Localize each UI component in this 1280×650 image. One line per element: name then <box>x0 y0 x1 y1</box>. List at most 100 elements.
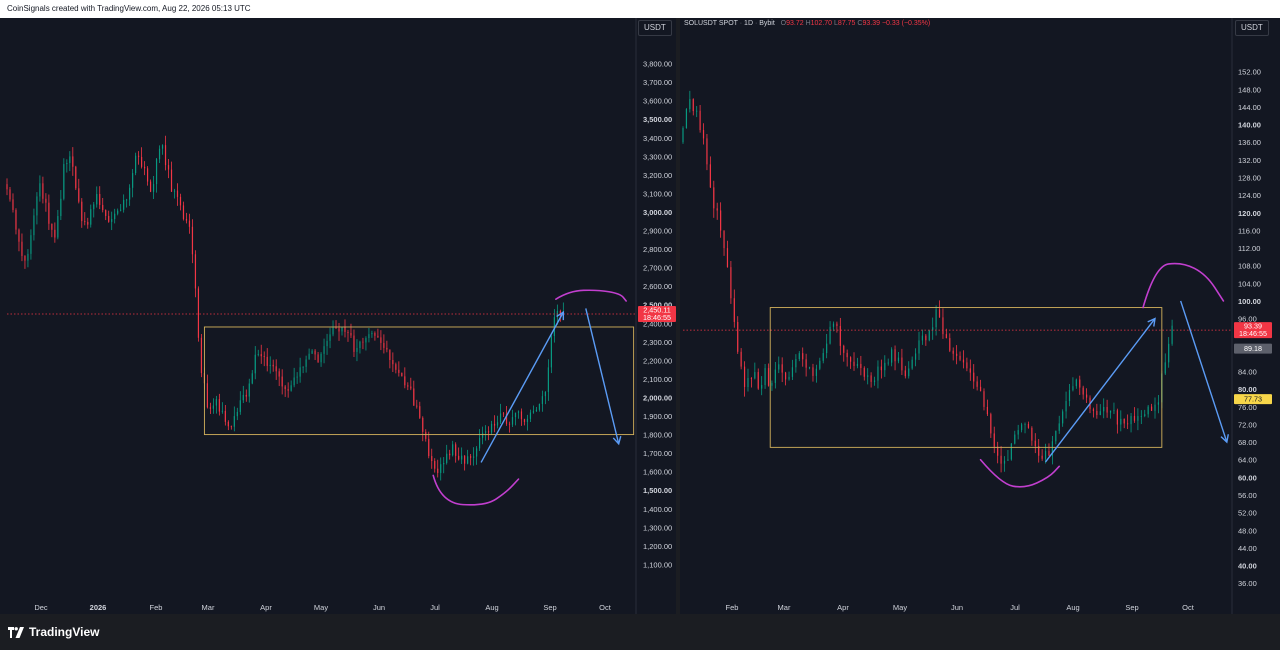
candle-body <box>359 341 361 349</box>
eth-chart-panel[interactable]: 3,800.00 3,700.00 3,600.00 3,500.00 3,400.00… <box>0 18 676 614</box>
sol-chart-panel[interactable]: 152.00 148.00 144.00 140.00 136.00 132.00 128.… <box>680 18 1280 614</box>
candle-body <box>197 288 200 338</box>
candle-body <box>167 165 170 170</box>
candle-body <box>1164 362 1166 374</box>
candle-body <box>206 383 209 408</box>
candle-body <box>1113 410 1115 412</box>
symbol-legend[interactable]: SOLUSDT SPOT · 1D · Bybit O93.72 H102.70… <box>684 20 931 27</box>
y-tick-label: 1,600.00 <box>643 468 672 477</box>
candle-body <box>761 385 763 389</box>
candle-body <box>51 223 53 230</box>
y-tick-label: 3,600.00 <box>643 97 672 106</box>
x-tick-label: Aug <box>485 603 498 612</box>
highlight-arc[interactable] <box>432 474 520 506</box>
candle-body <box>425 431 427 439</box>
highlight-arc[interactable] <box>979 458 1061 488</box>
candle-body <box>839 326 841 346</box>
candle-body <box>733 298 735 322</box>
candle-body <box>66 163 68 165</box>
x-tick-label: 2026 <box>90 603 107 612</box>
trend-arrow-line[interactable] <box>585 308 620 445</box>
candle-body <box>24 255 26 261</box>
candle-body <box>702 130 705 139</box>
interval: 1D <box>744 20 753 27</box>
candle-body <box>826 343 828 354</box>
candle-body <box>720 210 722 231</box>
y-tick-label: 44.00 <box>1238 544 1257 553</box>
candle-body <box>1133 415 1136 421</box>
candle-body <box>185 218 188 221</box>
candle-body <box>299 367 301 377</box>
y-tick-label: 3,700.00 <box>643 78 672 87</box>
candle-body <box>802 353 804 360</box>
trend-arrow-head <box>556 310 565 321</box>
x-tick-label: May <box>893 603 907 612</box>
candle-body <box>699 110 701 131</box>
candle-body <box>1038 446 1040 456</box>
range-box[interactable] <box>203 326 635 436</box>
y-tick-label: 3,500.00 <box>643 115 672 124</box>
candle-body <box>251 373 253 384</box>
y-tick-label: 2,600.00 <box>643 282 672 291</box>
y-tick-label: 2,200.00 <box>643 356 672 365</box>
candle-body <box>1000 455 1002 464</box>
candle-body <box>1096 410 1098 416</box>
y-tick-label: 2,100.00 <box>643 375 672 384</box>
candle-body <box>386 347 388 350</box>
candle-body <box>398 369 400 373</box>
candle-body <box>224 410 226 422</box>
y-tick-label: 68.00 <box>1238 438 1257 447</box>
trend-arrow-head <box>1147 317 1156 327</box>
tradingview-brand[interactable]: TradingView <box>8 624 99 640</box>
currency-unit-label[interactable]: USDT <box>638 20 672 36</box>
candle-body <box>925 335 927 341</box>
y-tick-label: 2,700.00 <box>643 264 672 273</box>
candle-body <box>1157 402 1160 405</box>
candle-body <box>317 354 319 363</box>
candle-body <box>75 166 77 189</box>
candle-body <box>389 349 391 360</box>
trend-arrow-line[interactable] <box>1179 300 1228 443</box>
candle-body <box>822 353 824 361</box>
candle-body <box>1082 387 1084 395</box>
trend-arrow-line[interactable] <box>1044 318 1156 463</box>
symbol-name: SOLUSDT SPOT <box>684 20 738 27</box>
sol-candlestick-chart[interactable]: 152.00 148.00 144.00 140.00 136.00 132.00 128.… <box>680 18 1280 614</box>
y-tick-label: 3,800.00 <box>643 60 672 69</box>
x-tick-label: Apr <box>837 603 849 612</box>
y-tick-label: 2,000.00 <box>643 393 672 402</box>
candle-body <box>437 468 439 473</box>
candle-body <box>904 370 906 377</box>
highlight-arc[interactable] <box>555 289 627 302</box>
candle-body <box>455 444 457 456</box>
range-box[interactable] <box>769 307 1163 448</box>
candle-body <box>6 184 8 190</box>
trend-arrow-line[interactable] <box>480 311 564 463</box>
candle-body <box>326 340 328 347</box>
y-tick-label: 1,200.00 <box>643 542 672 551</box>
candle-body <box>260 354 262 357</box>
candle-body <box>778 364 780 370</box>
candle-body <box>808 367 811 369</box>
tradingview-logo-icon <box>8 626 24 638</box>
y-tick-label: 136.00 <box>1238 138 1261 147</box>
y-tick-label: 48.00 <box>1238 526 1257 535</box>
eth-candlestick-chart[interactable]: 3,800.00 3,700.00 3,600.00 3,500.00 3,400.00… <box>0 18 676 614</box>
highlight-arc[interactable] <box>1142 262 1225 309</box>
candle-body <box>1168 343 1170 363</box>
candle-body <box>849 357 852 362</box>
candle-body <box>129 187 131 200</box>
currency-unit-label[interactable]: USDT <box>1235 20 1269 36</box>
price-marker-bg <box>1234 394 1272 405</box>
candle-body <box>446 453 448 463</box>
candle-body <box>452 444 454 456</box>
candle-body <box>856 363 859 366</box>
candle-body <box>407 385 409 387</box>
candle-body <box>547 367 549 392</box>
candle-body <box>1123 418 1125 424</box>
candle-body <box>114 213 116 220</box>
x-tick-label: Aug <box>1066 603 1079 612</box>
candle-body <box>819 360 821 369</box>
